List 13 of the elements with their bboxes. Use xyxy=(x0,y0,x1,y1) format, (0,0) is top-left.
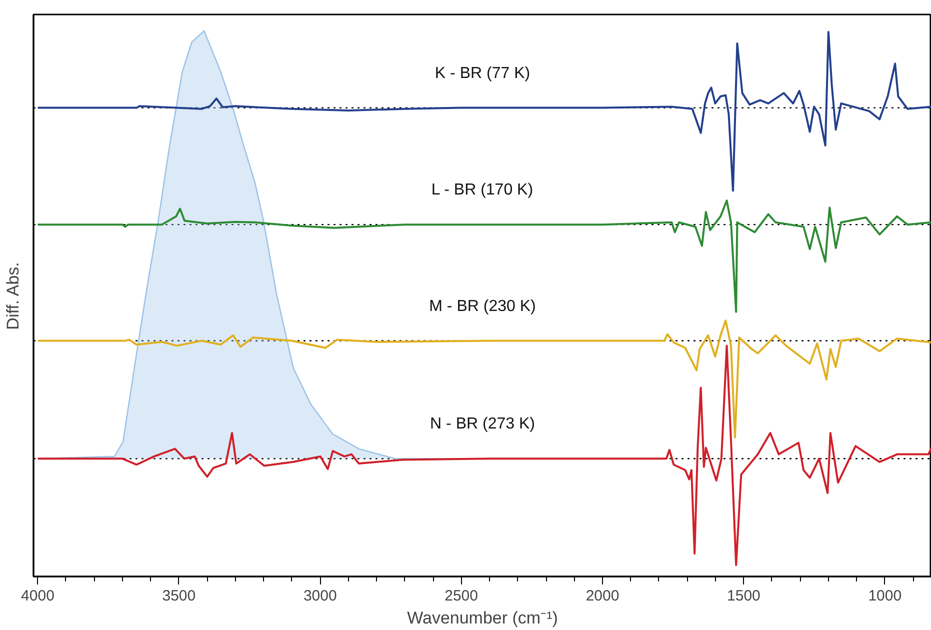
x-tick-label: 4000 xyxy=(21,588,54,604)
series-label: K - BR (77 K) xyxy=(434,64,530,82)
x-tick-label: 3500 xyxy=(162,588,196,604)
series-label: N - BR (273 K) xyxy=(430,416,535,433)
x-tick-label: 3000 xyxy=(303,588,337,604)
series-label: L - BR (170 K) xyxy=(431,182,534,199)
x-tick-label: 2000 xyxy=(586,588,620,604)
x-axis-title: Wavenumber (cm⁻¹) xyxy=(407,608,558,628)
x-tick-label: 1000 xyxy=(868,588,902,604)
y-axis-title: Diff. Abs. xyxy=(4,262,22,330)
series-label: M - BR (230 K) xyxy=(429,298,536,315)
x-tick-label: 2500 xyxy=(444,588,478,604)
x-tick-label: 1500 xyxy=(727,588,760,604)
